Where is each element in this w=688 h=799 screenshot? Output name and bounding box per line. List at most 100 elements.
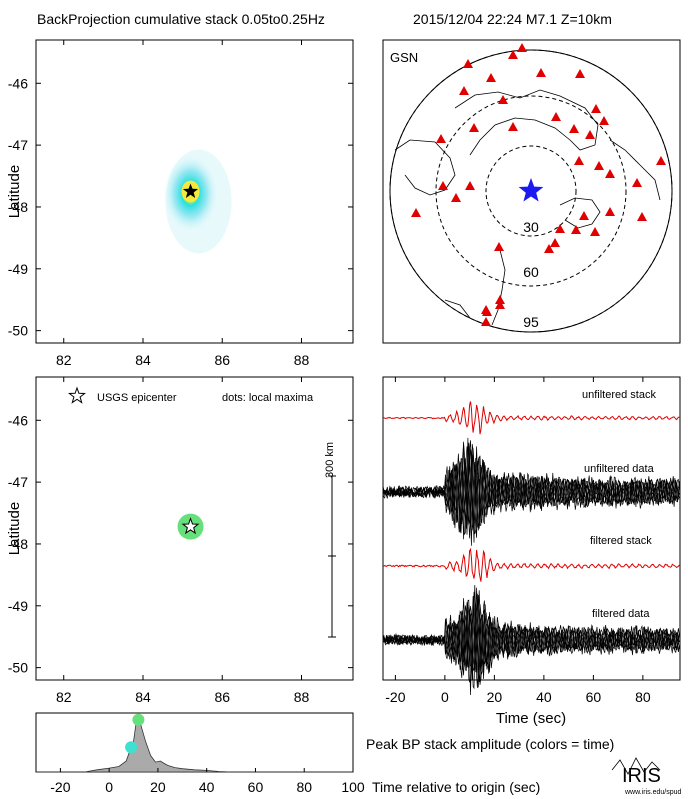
map-coastline [394,139,456,196]
trace-label: unfiltered data [584,463,655,475]
map-ring-label: 60 [523,264,539,280]
trace-label: unfiltered stack [582,389,656,401]
beam-epicenter-star [182,183,199,198]
amp-xtick-label: 60 [248,779,264,795]
map-station-marker [594,161,604,170]
page-title: BackProjection cumulative stack 0.05to0.… [37,11,325,27]
map-station-marker [551,112,561,121]
map-station-marker [575,69,585,78]
beam-ylabel: Latitude [6,165,23,218]
amp-xtick-label: -20 [50,779,70,795]
beam-ytick-label: -49 [8,261,28,277]
map-station-marker [544,244,554,253]
map-station-marker [436,134,446,143]
map-station-marker [486,73,496,82]
amp-xtick-label: 100 [341,779,365,795]
trace-filtered-stack [382,547,680,582]
seis-xtick-label: -20 [385,689,405,705]
maxima-epicenter-star [181,517,200,535]
amp-title: Peak BP stack amplitude (colors = time) [366,736,614,752]
map-station-marker [494,242,504,251]
map-station-marker [495,295,505,304]
trace-filtered-data [382,593,680,683]
beam-xtick-label: 86 [214,352,230,368]
map-station-marker [590,227,600,236]
map-distance-ring [389,49,673,333]
seis-axes-frame [382,376,681,681]
amp-time-marker [132,713,145,726]
maxima-ytick-label: -48 [8,536,28,552]
map-station-marker [599,116,609,125]
iris-logo-url: www.iris.edu/spud [624,789,682,796]
map-station-marker [585,130,595,139]
maxima-xtick-label: 88 [294,689,310,705]
map-ring-label: 30 [523,219,539,235]
trace-unfiltered-data [382,443,680,543]
map-ring-label: 95 [523,314,539,330]
maxima-xtick-label: 86 [214,689,230,705]
amp-xtick-label: 80 [296,779,312,795]
map-station-marker [574,156,584,165]
map-station-marker [536,68,546,77]
amp-axes-frame [35,712,354,773]
trace-filtered-data [382,594,680,678]
trace-filtered-data [382,590,680,683]
maxima-ytick-label: -49 [8,598,28,614]
map-coastline [491,249,506,326]
map-station-marker [579,211,589,220]
beam-ytick-label: -48 [8,199,28,215]
map-station-marker [605,207,615,216]
map-station-marker [555,224,565,233]
map-station-marker [481,317,491,326]
seis-xtick-label: 80 [635,689,651,705]
map-station-marker [508,50,518,59]
trace-label: filtered data [592,608,650,620]
beam-ytick-label: -46 [8,75,28,91]
maxima-ytick-label: -47 [8,474,28,490]
map-station-marker [508,122,518,131]
map-station-marker [482,307,492,316]
trace-unfiltered-stack [382,401,680,435]
map-coastline [609,139,661,201]
maxima-ylabel: Latitude [6,502,23,555]
map-distance-ring [435,95,627,287]
map-station-marker [605,169,615,178]
maxima-ytick-label: -46 [8,412,28,428]
event-info: 2015/12/04 22:24 M7.1 Z=10km [413,11,612,27]
map-station-marker [569,124,579,133]
beam-xtick-label: 84 [135,352,151,368]
map-station-marker [656,156,666,165]
maxima-xtick-label: 82 [56,689,72,705]
seis-xlabel: Time (sec) [496,710,566,727]
beam-ytick-label: -47 [8,137,28,153]
map-station-marker [517,43,527,52]
seis-xtick-label: 40 [536,689,552,705]
scale-bar-label: 300 km [324,442,336,478]
map-station-marker [438,181,448,190]
map-epicenter-star [518,178,544,202]
map-station-marker [451,193,461,202]
iris-logo-wave [611,757,661,775]
map-station-marker [469,123,479,132]
map-distance-ring [485,145,577,237]
maxima-legend-star [68,386,86,404]
amp-xtick-label: 40 [199,779,215,795]
map-station-marker [411,208,421,217]
map-station-marker [550,238,560,247]
beam-xtick-label: 82 [56,352,72,368]
seis-xtick-label: 0 [441,689,449,705]
map-station-marker [632,178,642,187]
amp-xtick-label: 0 [105,779,113,795]
maxima-xtick-label: 84 [135,689,151,705]
map-coastline [444,299,471,319]
map-station-marker [465,181,475,190]
seis-xtick-label: 20 [487,689,503,705]
map-station-marker [463,59,473,68]
beam-xtick-label: 88 [294,352,310,368]
map-coastline [559,197,601,229]
maxima-legend-dots: dots: local maxima [222,392,314,404]
amp-time-marker [125,741,138,754]
amp-xtick-label: 20 [150,779,166,795]
maxima-ytick-label: -50 [8,660,28,676]
